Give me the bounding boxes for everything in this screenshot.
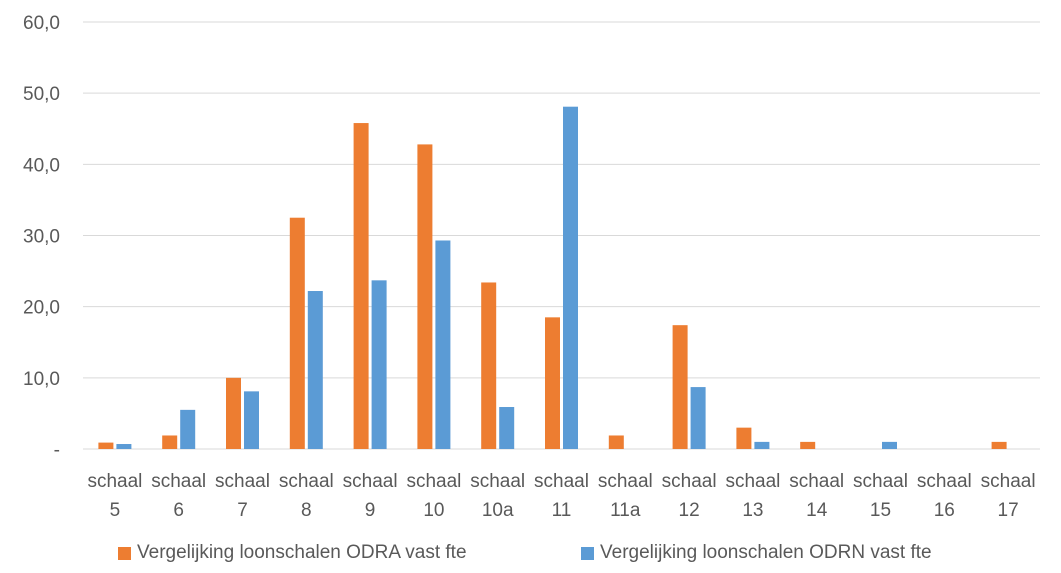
y-tick-label: 40,0 xyxy=(23,155,60,176)
y-tick-label: 30,0 xyxy=(23,227,60,248)
x-tick-label: schaal xyxy=(87,471,142,492)
x-tick-label: schaal xyxy=(725,471,780,492)
x-tick-label: 5 xyxy=(110,500,121,521)
bar-odrn xyxy=(882,441,897,449)
bar-odra xyxy=(289,217,305,449)
x-tick-label: schaal xyxy=(598,471,653,492)
bar-odra xyxy=(226,377,241,449)
bar-odra xyxy=(991,441,1007,449)
x-tick-label: 12 xyxy=(679,500,700,521)
legend-item-odra: Vergelijking loonschalen ODRA vast fte xyxy=(118,542,467,564)
y-tick-label: - xyxy=(54,440,60,461)
x-tick-label: schaal xyxy=(981,471,1036,492)
x-tick-label: 11 xyxy=(552,500,572,521)
x-tick-label: schaal xyxy=(470,471,525,492)
x-tick-label: 7 xyxy=(237,500,248,521)
x-tick-label: schaal xyxy=(215,471,270,492)
bar-odrn xyxy=(244,391,259,449)
x-tick-label: schaal xyxy=(534,471,589,492)
bar-odrn xyxy=(371,280,387,449)
bar-odra xyxy=(481,282,497,449)
x-tick-label: 8 xyxy=(301,500,312,521)
y-tick-label: 10,0 xyxy=(23,369,60,390)
legend-label-odra: Vergelijking loonschalen ODRA vast fte xyxy=(137,542,467,563)
y-tick-label: 50,0 xyxy=(23,84,60,105)
bar-odrn xyxy=(435,240,451,449)
x-tick-label: schaal xyxy=(789,471,844,492)
x-tick-label: 17 xyxy=(998,500,1019,521)
legend-label-odrn: Vergelijking loonschalen ODRN vast fte xyxy=(600,542,932,563)
x-tick-label: 6 xyxy=(173,500,184,521)
y-tick-label: 20,0 xyxy=(23,298,60,319)
bar-odra xyxy=(545,317,560,449)
x-tick-label: schaal xyxy=(279,471,334,492)
x-tick-label: 10 xyxy=(423,500,444,521)
x-tick-label: 9 xyxy=(365,500,376,521)
x-tick-label: schaal xyxy=(343,471,398,492)
bar-odra xyxy=(736,427,752,449)
bar-odra xyxy=(162,435,178,449)
bar-odrn xyxy=(307,291,323,449)
x-tick-label: schaal xyxy=(917,471,972,492)
bar-odrn xyxy=(690,387,706,449)
x-tick-label: 14 xyxy=(806,500,828,521)
legend-swatch-odra xyxy=(118,546,131,560)
x-tick-label: 11a xyxy=(610,500,641,521)
x-tick-label: 10a xyxy=(482,500,514,521)
x-tick-label: schaal xyxy=(662,471,717,492)
x-tick-label: 15 xyxy=(870,500,891,521)
bar-odra xyxy=(353,123,369,449)
bar-odra xyxy=(98,442,114,449)
x-tick-label: schaal xyxy=(406,471,461,492)
chart-plot-area: - 10,0 20,0 30,0 40,0 50,0 60,0 schaal 5 schaal 6 s… xyxy=(23,13,1040,521)
bar-odra xyxy=(672,325,688,449)
x-tick-label: 13 xyxy=(742,500,763,521)
bar-odrn xyxy=(563,106,578,450)
x-tick-label: 16 xyxy=(934,500,955,521)
bar-odra xyxy=(417,144,433,449)
bar-odrn xyxy=(116,444,132,449)
bar-odra xyxy=(800,441,816,449)
y-tick-label: 60,0 xyxy=(23,13,60,34)
bar-odrn xyxy=(499,407,515,449)
x-tick-label: schaal xyxy=(853,471,908,492)
legend-item-odrn: Vergelijking loonschalen ODRN vast fte xyxy=(581,542,932,564)
legend-swatch-odrn xyxy=(581,546,594,560)
bar-odra xyxy=(608,435,624,449)
bar-odrn xyxy=(180,409,196,449)
x-tick-label: schaal xyxy=(151,471,206,492)
chart-legend: Vergelijking loonschalen ODRA vast fte V… xyxy=(0,542,1061,566)
bar-odrn xyxy=(754,441,770,449)
